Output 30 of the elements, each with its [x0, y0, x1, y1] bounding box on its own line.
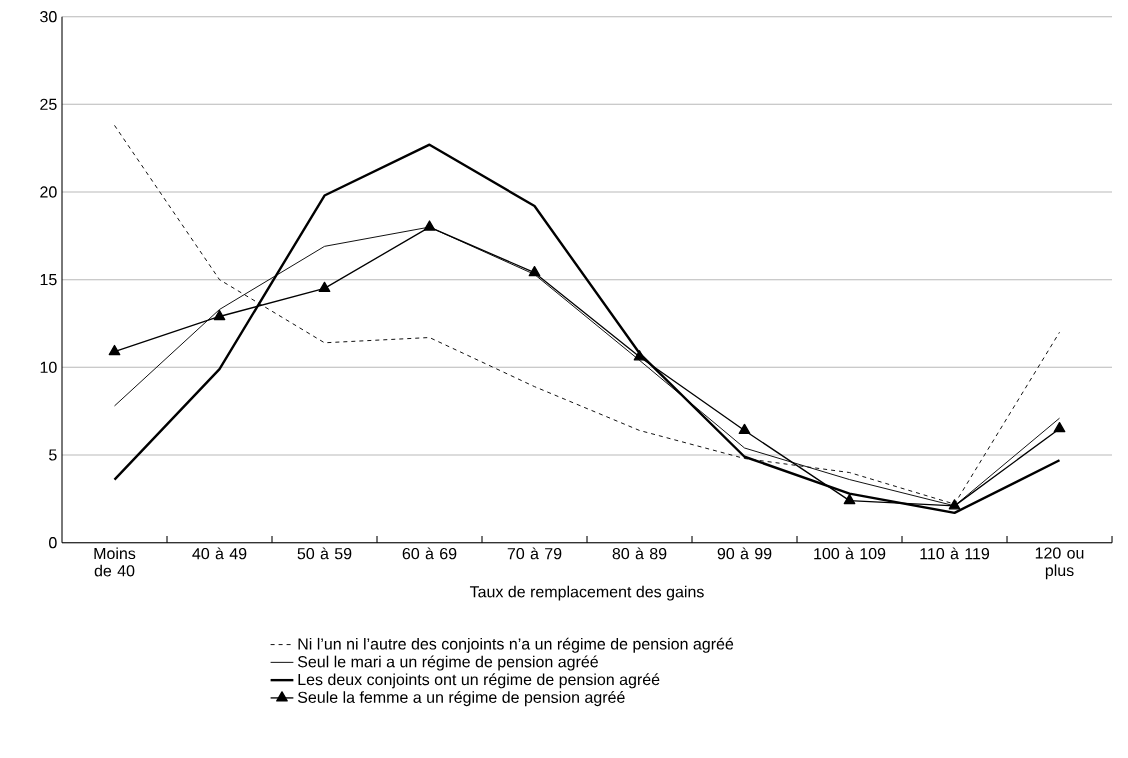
legend-label: Ni l’un ni l’autre des conjoints n’a un régime de pension agréé — [298, 637, 734, 653]
y-tick-label: 30 — [40, 11, 57, 23]
x-tick-label: 100 à 109 — [814, 547, 886, 560]
point — [528, 265, 541, 277]
x-tick-label: 60 à 69 — [402, 547, 457, 560]
y-tick-label: 10 — [40, 361, 57, 373]
x-tick-label: 50 à 59 — [297, 547, 352, 560]
legend-label: Les deux conjoints ont un régime de pension agréé — [298, 673, 660, 689]
x-tick-label: 90 à 99 — [717, 547, 772, 560]
legend-label: Seule la femme a un régime de pension agréé — [297, 691, 625, 707]
point — [1053, 422, 1066, 433]
x-tick-label: 80 à 89 — [612, 547, 667, 560]
x-tick-label: Moins de 40 — [94, 547, 136, 577]
legend-label: Seul le mari a un régime de pension agréé — [297, 655, 598, 671]
point — [633, 350, 646, 361]
y-tick-label: 0 — [49, 537, 57, 549]
y-tick-label: 5 — [49, 449, 57, 461]
y-tick-label: 25 — [40, 98, 57, 110]
x-tick-label: 120 ou plus — [1035, 547, 1084, 580]
point — [843, 493, 856, 505]
point — [318, 281, 331, 293]
x-tick-label: 40 à 49 — [192, 547, 247, 560]
x-axis-title: Taux de remplacement des gains — [469, 585, 704, 601]
y-tick-label: 20 — [40, 186, 57, 198]
point — [213, 309, 226, 321]
x-tick-label: 70 à 79 — [507, 547, 562, 560]
x-tick-label: 110 à 119 — [920, 547, 990, 560]
y-tick-label: 15 — [40, 274, 57, 286]
point — [738, 423, 751, 435]
point — [108, 344, 121, 356]
